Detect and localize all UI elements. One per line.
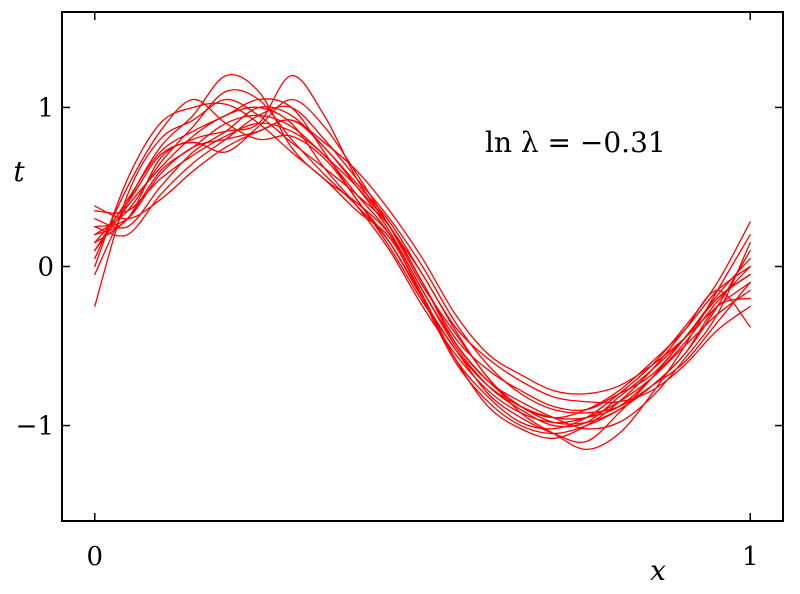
series-line-11 <box>94 102 751 439</box>
x-axis-label: x <box>650 554 666 587</box>
series-line-8 <box>94 98 751 443</box>
y-axis-label: t <box>13 155 25 188</box>
series-lines <box>94 74 751 451</box>
series-line-6 <box>94 105 751 414</box>
y-tick-label: −1 <box>16 412 54 442</box>
series-line-15 <box>94 119 751 425</box>
series-line-14 <box>94 98 751 420</box>
x-tick-label: 0 <box>86 542 103 572</box>
series-line-10 <box>94 98 751 451</box>
chart-annotation: ln λ = −0.31 <box>485 126 666 159</box>
axis-ticks: 0 1 −1 0 1 <box>16 12 783 572</box>
x-tick-label: 1 <box>742 542 759 572</box>
series-line-5 <box>94 114 751 412</box>
y-tick-label: 0 <box>37 253 54 283</box>
series-line-4 <box>94 122 751 435</box>
series-line-12 <box>94 119 751 395</box>
y-tick-label: 1 <box>37 93 54 123</box>
series-line-1 <box>94 106 751 424</box>
